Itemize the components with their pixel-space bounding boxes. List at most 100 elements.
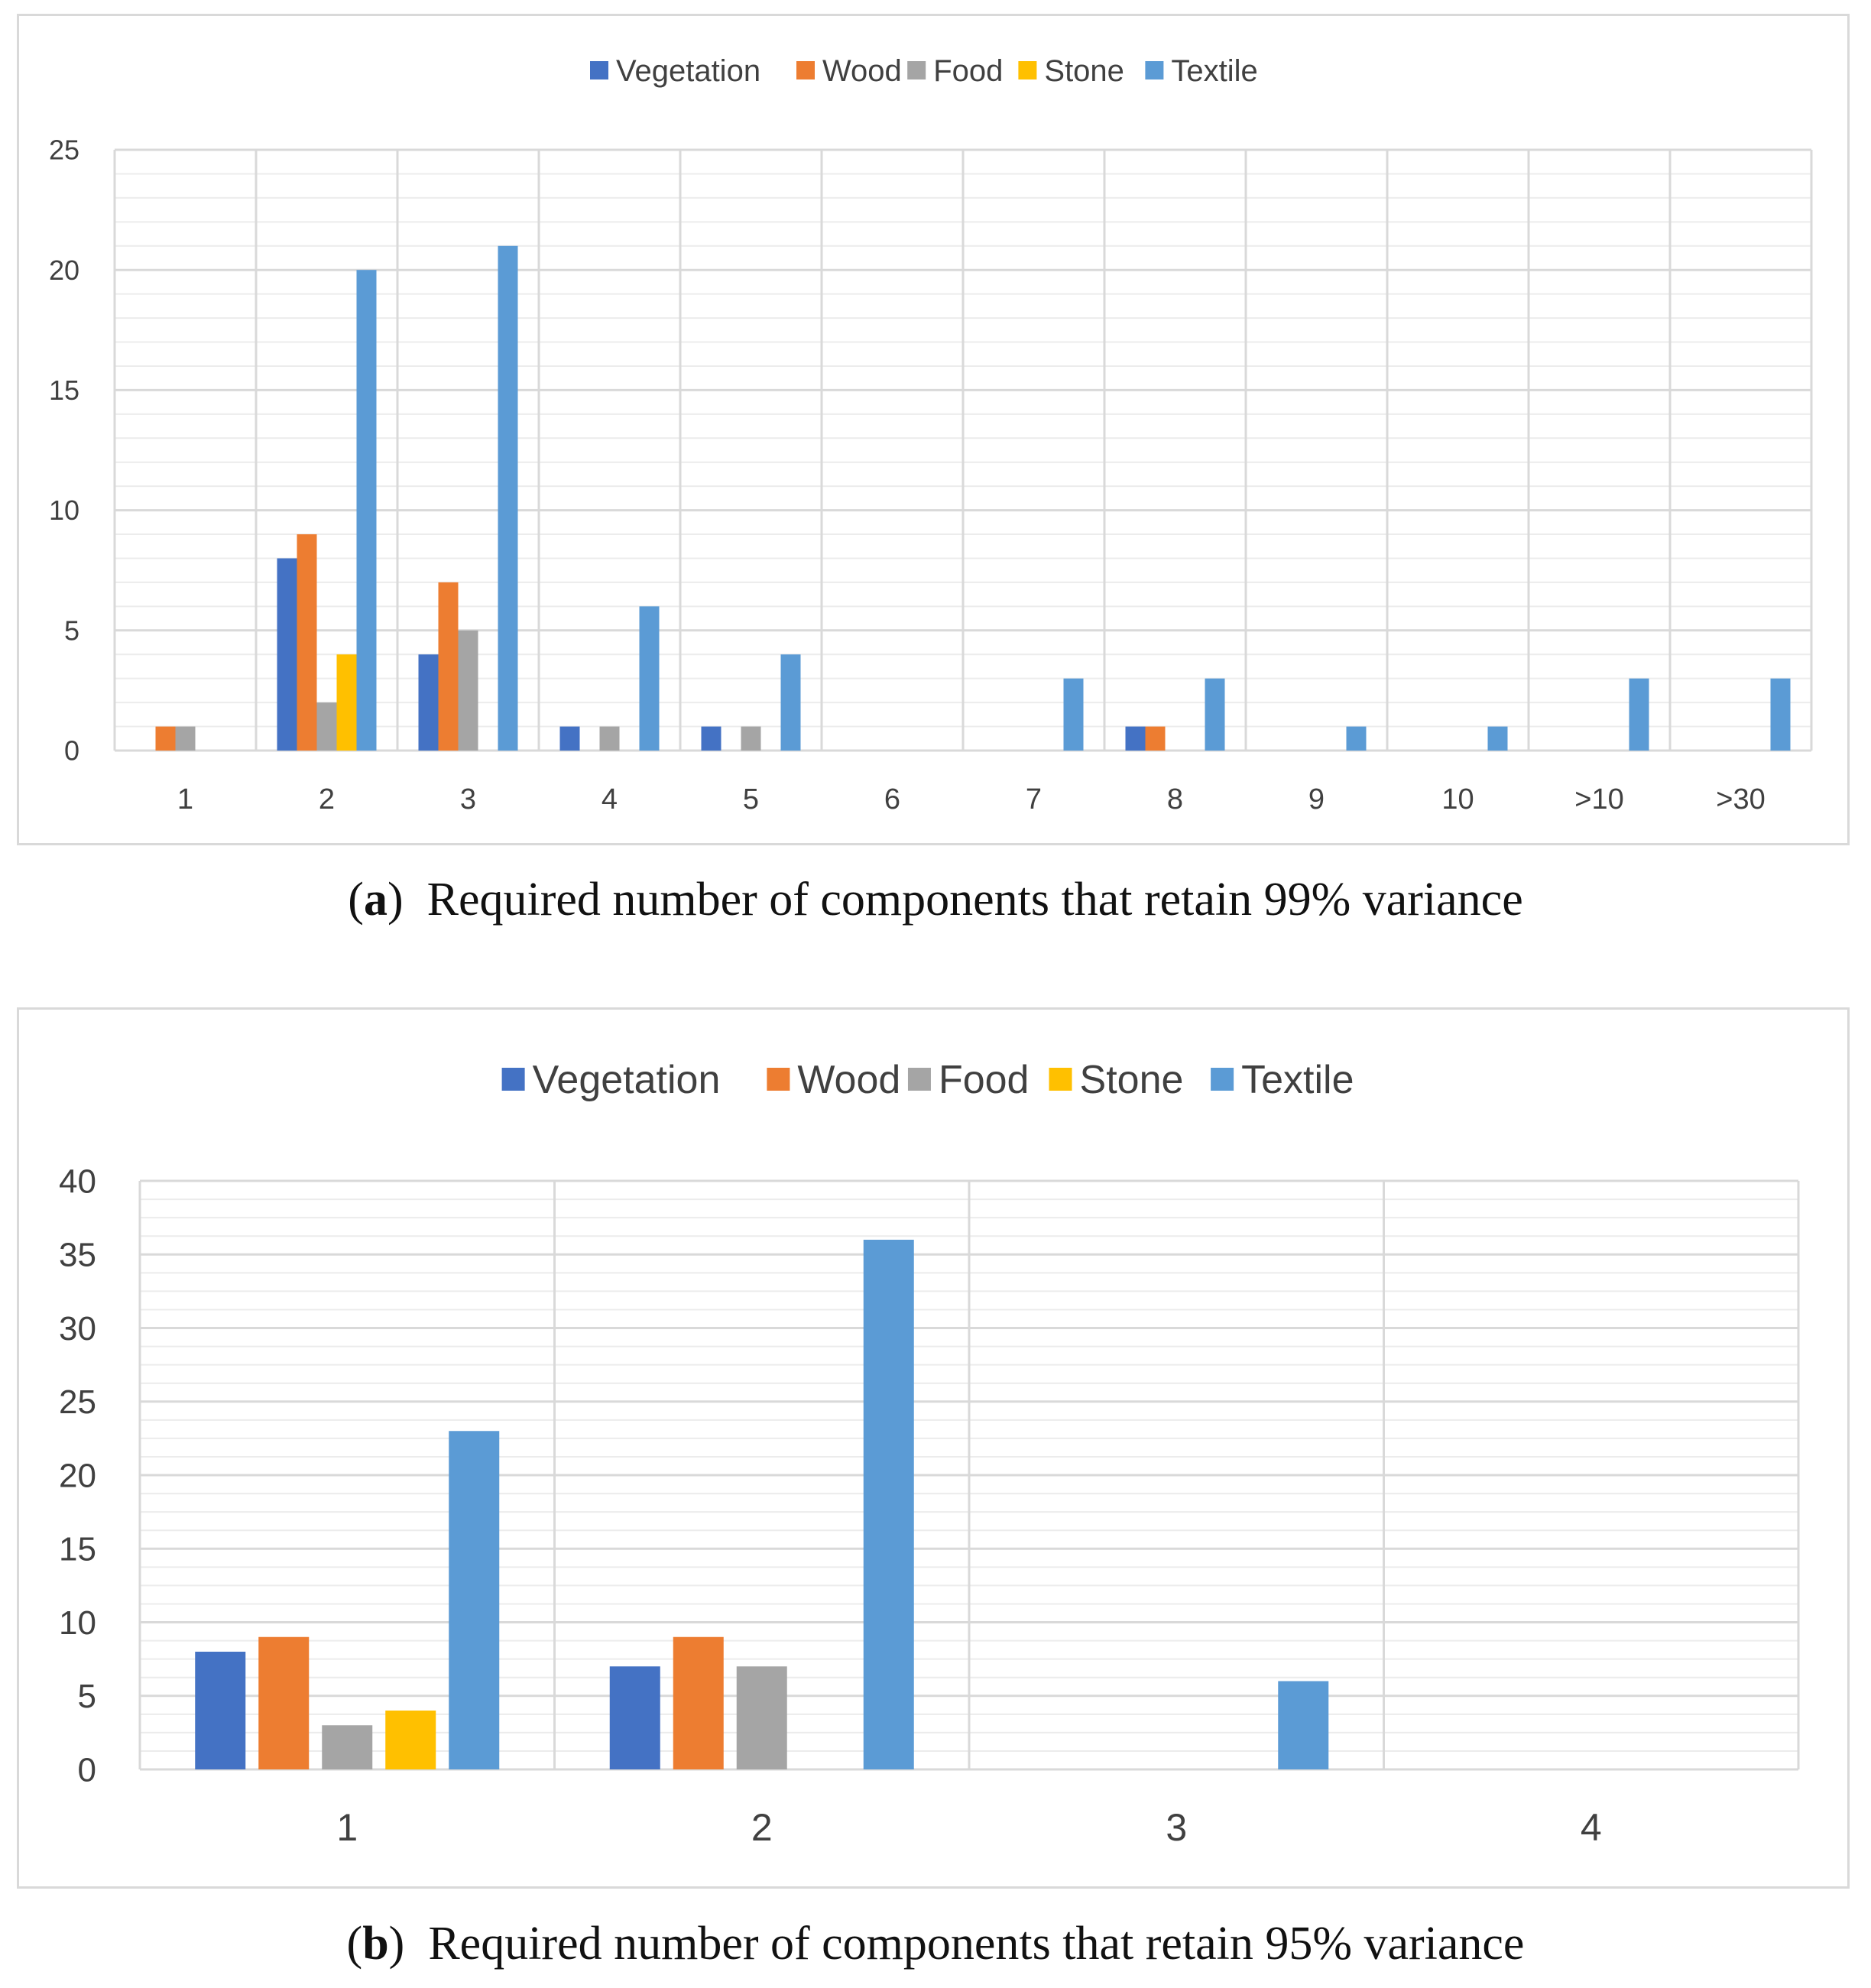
- caption-a: (a) Required number of components that r…: [348, 874, 1523, 926]
- chart-a-legend-item-stone: Stone: [1018, 54, 1124, 88]
- chart-a-bar-textile-8: [1205, 678, 1225, 751]
- chart-a-x-tick-label: 10: [1441, 783, 1474, 816]
- chart-b-y-tick-label: 30: [59, 1310, 96, 1347]
- chart-a-bar-vegetation-4: [559, 726, 580, 751]
- caption-b: (b) Required number of components that r…: [346, 1918, 1525, 1970]
- chart-a-legend-item-wood: Wood: [796, 54, 902, 88]
- chart-a-bar-food-5: [741, 726, 761, 751]
- chart-a-bar-food-2: [316, 702, 337, 751]
- chart-a-x-tick-label: 6: [884, 783, 900, 816]
- chart-a-x-tick-label: 5: [743, 783, 759, 816]
- chart-b-bar-vegetation-1: [195, 1652, 246, 1769]
- chart-a-bar-wood-8: [1145, 726, 1166, 751]
- chart-b-y-tick-label: 35: [59, 1237, 96, 1274]
- legend-swatch: [590, 61, 608, 79]
- chart-a-bar-textile-11: [1629, 678, 1649, 751]
- chart-a-bar-textile-3: [498, 245, 518, 751]
- legend-label: Vegetation: [616, 54, 760, 88]
- chart-a-bar-wood-1: [155, 726, 176, 751]
- chart-a-x-tick-label: 7: [1026, 783, 1042, 816]
- chart-a-legend-item-vegetation: Vegetation: [590, 54, 760, 88]
- chart-a-bar-wood-2: [297, 534, 317, 751]
- chart-a-y-tick-label: 15: [49, 375, 79, 406]
- chart-a-bar-vegetation-8: [1125, 726, 1146, 751]
- legend-swatch: [1049, 1068, 1072, 1091]
- chart-a-x-tick-label: 1: [177, 783, 193, 816]
- chart-a-bar-textile-12: [1770, 678, 1791, 751]
- chart-a-legend: Vegetation Wood Food Stone Textile: [590, 54, 1258, 88]
- chart-b-legend-item-wood: Wood: [767, 1058, 900, 1102]
- chart-a-bar-vegetation-3: [418, 654, 439, 751]
- chart-a-x-tick-label: 4: [602, 783, 618, 816]
- chart-b-x-tick-label: 1: [336, 1806, 358, 1849]
- chart-a-y-tick-label: 0: [64, 735, 79, 767]
- legend-swatch: [796, 61, 815, 79]
- chart-b-y-tick-label: 10: [59, 1604, 96, 1642]
- chart-a-x-tick-label: 3: [460, 783, 476, 816]
- chart-b-bar-wood-2: [673, 1636, 724, 1769]
- chart-b-legend: Vegetation Wood Food Stone Textile: [501, 1058, 1354, 1102]
- legend-label: Textile: [1171, 54, 1257, 88]
- chart-a: 0 5 10 15 20 25 1 2 3 4 5 6 7 8 9 10 >10 >30 Vegetation Woo…: [49, 54, 1813, 816]
- chart-a-bar-wood-3: [438, 582, 459, 751]
- chart-a-bar-textile-9: [1346, 726, 1367, 751]
- chart-b-legend-item-vegetation: Vegetation: [501, 1058, 721, 1102]
- chart-a-legend-item-textile: Textile: [1145, 54, 1258, 88]
- chart-a-x-tick-label: >10: [1574, 783, 1623, 816]
- legend-label: Stone: [1044, 54, 1124, 88]
- legend-swatch: [1211, 1068, 1234, 1091]
- chart-b-x-tick-label: 2: [751, 1806, 773, 1849]
- chart-b-legend-item-food: Food: [907, 1058, 1030, 1102]
- chart-b-y-tick-label: 25: [59, 1383, 96, 1421]
- chart-b-y-tick-label: 15: [59, 1531, 96, 1568]
- chart-b-bar-food-1: [322, 1725, 373, 1769]
- legend-label: Stone: [1080, 1058, 1184, 1102]
- legend-label: Textile: [1241, 1058, 1354, 1102]
- legend-swatch: [907, 61, 926, 79]
- caption-b-text: Required number of components that retai…: [428, 1918, 1525, 1970]
- chart-a-y-tick-label: 25: [49, 135, 79, 166]
- chart-a-bar-textile-4: [639, 606, 660, 751]
- chart-b-bar-textile-2: [863, 1240, 914, 1769]
- chart-a-bar-stone-2: [336, 654, 357, 751]
- chart-a-x-tick-label: 8: [1167, 783, 1183, 816]
- chart-a-bar-textile-10: [1487, 726, 1508, 751]
- chart-b-y-tick-label: 0: [78, 1751, 96, 1789]
- caption-a-label: a: [363, 874, 387, 926]
- chart-b-bar-vegetation-2: [609, 1666, 660, 1769]
- chart-a-bar-food-3: [458, 630, 478, 751]
- chart-b: 0 5 10 15 20 25 30 35 40 1 2 3 4 Vegetation Wood Food St…: [59, 1058, 1800, 1849]
- chart-a-bar-textile-7: [1063, 678, 1084, 751]
- chart-b-legend-item-stone: Stone: [1049, 1058, 1184, 1102]
- chart-a-bar-vegetation-2: [277, 558, 297, 751]
- caption-a-text: Required number of components that retai…: [426, 874, 1523, 926]
- legend-swatch: [907, 1068, 931, 1091]
- legend-swatch: [1145, 61, 1164, 79]
- chart-b-bar-textile-1: [449, 1431, 500, 1769]
- chart-b-bar-textile-3: [1278, 1681, 1329, 1769]
- chart-a-bar-textile-5: [780, 654, 801, 751]
- legend-swatch: [501, 1068, 525, 1091]
- chart-b-bar-food-2: [736, 1666, 787, 1769]
- legend-label: Wood: [797, 1058, 900, 1102]
- caption-b-label: b: [362, 1918, 389, 1970]
- legend-label: Food: [939, 1058, 1030, 1102]
- chart-a-y-tick-label: 5: [64, 615, 79, 646]
- chart-a-bar-vegetation-5: [701, 726, 721, 751]
- legend-swatch: [1018, 61, 1037, 79]
- chart-a-x-tick-label: 9: [1308, 783, 1325, 816]
- legend-label: Wood: [822, 54, 902, 88]
- chart-a-bar-food-1: [175, 726, 196, 751]
- chart-a-x-tick-label: 2: [319, 783, 335, 816]
- chart-a-y-tick-label: 10: [49, 495, 79, 526]
- chart-b-x-tick-label: 4: [1581, 1806, 1602, 1849]
- chart-b-bar-stone-1: [385, 1711, 436, 1769]
- chart-a-bar-food-4: [599, 726, 620, 751]
- chart-b-x-tick-label: 3: [1166, 1806, 1187, 1849]
- legend-label: Vegetation: [533, 1058, 721, 1102]
- chart-b-y-tick-label: 5: [78, 1678, 96, 1715]
- chart-a-legend-item-food: Food: [907, 54, 1003, 88]
- chart-a-x-tick-label: >30: [1716, 783, 1765, 816]
- legend-label: Food: [933, 54, 1003, 88]
- chart-b-legend-item-textile: Textile: [1211, 1058, 1354, 1102]
